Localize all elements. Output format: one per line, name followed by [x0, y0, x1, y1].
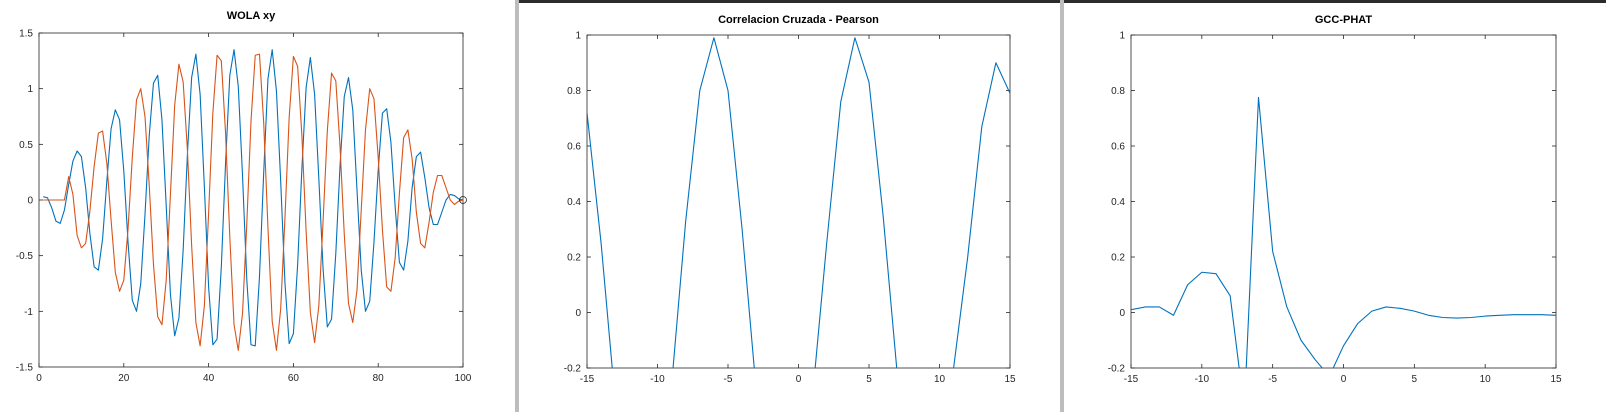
y-tick-label: 0.6 [1111, 142, 1125, 153]
chart-title: Correlacion Cruzada - Pearson [718, 14, 879, 26]
y-tick-label: 1.5 [19, 29, 33, 40]
y-tick-label: -0.2 [564, 364, 582, 375]
x-tick-label: 5 [866, 374, 872, 385]
series-line-r [587, 37, 1010, 368]
x-tick-label: 5 [1412, 374, 1418, 385]
y-tick-label: 0.2 [567, 253, 581, 264]
y-tick-label: 0.4 [567, 197, 581, 208]
y-tick-label: 0.2 [1111, 253, 1125, 264]
figure-window-wola: 0 20 40 60 80 100 -1.5 -1 -0.5 0 0.5 1 1.5 WOLA xy [0, 0, 515, 412]
y-tick-label: -1 [24, 307, 33, 318]
x-tick-label: 40 [203, 373, 215, 384]
plot-area [1131, 96, 1556, 368]
chart-gcc-phat: -15 -10 -5 0 5 10 15 -0.2 0 0.2 0.4 0.6 0.8 1 GCC-PHAT [1108, 14, 1562, 385]
x-tick-label: 10 [1480, 374, 1492, 385]
y-tick-label: 0 [575, 308, 581, 319]
axes-box [1130, 34, 1557, 369]
plot-area [43, 49, 463, 351]
x-tick-label: 100 [455, 373, 472, 384]
axes-box [586, 34, 1011, 369]
x-tick-label: 0 [36, 373, 42, 384]
x-tick-label: -5 [724, 374, 733, 385]
plot-area [587, 37, 1010, 368]
x-tick-label: -5 [1268, 374, 1277, 385]
y-tick-label: 0.8 [1111, 86, 1125, 97]
data-cursor-marker[interactable] [459, 196, 467, 204]
x-tick-label: 80 [373, 373, 385, 384]
chart-title: WOLA xy [227, 10, 276, 22]
x-tick-label: 15 [1550, 374, 1562, 385]
chart-wola-xy: 0 20 40 60 80 100 -1.5 -1 -0.5 0 0.5 1 1.5 WOLA xy [16, 10, 472, 384]
y-tick-label: 0 [27, 196, 33, 207]
window-title-bar[interactable] [519, 0, 1060, 3]
window-title-bar[interactable] [1064, 0, 1606, 3]
chart-title: GCC-PHAT [1315, 14, 1373, 26]
x-tick-label: 15 [1004, 374, 1016, 385]
x-tick-label: -15 [1124, 374, 1139, 385]
y-tick-label: 0.5 [19, 140, 33, 151]
series-line-y [43, 53, 463, 351]
y-tick-label: 1 [575, 31, 581, 42]
y-tick-label: 0.8 [567, 86, 581, 97]
x-tick-label: 0 [796, 374, 802, 385]
window-divider-left[interactable] [515, 0, 519, 412]
x-tick-label: 20 [118, 373, 130, 384]
y-tick-label: 1 [1119, 31, 1125, 42]
series-line-gcc [1131, 96, 1556, 368]
chart-correlacion-pearson: -15 -10 -5 0 5 10 15 -0.2 0 0.2 0.4 0.6 0.8 1 Correlac… [564, 14, 1016, 385]
y-tick-label: 1 [27, 84, 33, 95]
y-tick-label: 0.6 [567, 142, 581, 153]
x-tick-label: 10 [934, 374, 946, 385]
x-tick-label: -10 [650, 374, 665, 385]
figure-window-pearson: -15 -10 -5 0 5 10 15 -0.2 0 0.2 0.4 0.6 0.8 1 Correlac… [519, 0, 1060, 412]
y-tick-label: 0 [1119, 308, 1125, 319]
figure-window-gcc-phat: -15 -10 -5 0 5 10 15 -0.2 0 0.2 0.4 0.6 0.8 1 GCC-PHAT [1064, 0, 1606, 412]
x-tick-label: -15 [580, 374, 595, 385]
window-divider-right[interactable] [1060, 0, 1064, 412]
x-tick-label: -10 [1195, 374, 1210, 385]
y-tick-label: -1.5 [16, 363, 34, 374]
y-tick-label: -0.5 [16, 251, 34, 262]
x-tick-label: 0 [1341, 374, 1347, 385]
series-line-x [43, 49, 463, 347]
y-tick-label: -0.2 [1108, 364, 1126, 375]
x-tick-label: 60 [288, 373, 300, 384]
y-tick-label: 0.4 [1111, 197, 1125, 208]
